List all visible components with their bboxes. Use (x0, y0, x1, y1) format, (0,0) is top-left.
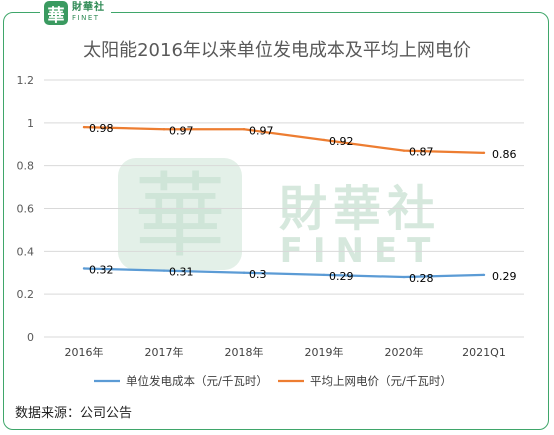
series-1-point (162, 269, 166, 272)
grid-lines (44, 79, 524, 338)
legend-label-1: 单位发电成本（元/千瓦时） (126, 374, 268, 388)
data-label: 0.97 (249, 124, 274, 137)
logo-cn: 財華社 (72, 2, 105, 13)
series-2-point (242, 128, 246, 131)
series-2-point (482, 151, 486, 155)
series-line-2 (83, 125, 485, 154)
y-tick-label: 1.2 (17, 74, 35, 87)
data-label: 0.31 (169, 266, 194, 279)
x-tick-label: 2019年 (305, 345, 344, 359)
series-2-point (162, 128, 166, 131)
logo-en: FINET (72, 14, 100, 22)
logo-mark: 華 (44, 1, 68, 26)
series-1-point (322, 273, 326, 277)
series-1-point (242, 271, 246, 274)
y-tick-label: 0.2 (17, 288, 35, 301)
logo-text: 財華社 FINET (72, 3, 105, 23)
series-2-point (402, 149, 406, 152)
data-label: 0.97 (169, 124, 194, 137)
legend: 单位发电成本（元/千瓦时） 平均上网电价（元/千瓦时） (94, 374, 452, 388)
data-label: 0.92 (329, 135, 354, 148)
x-tick-label: 2020年 (385, 345, 424, 359)
series-1-point (402, 275, 406, 279)
x-tick-label: 2021Q1 (462, 346, 506, 359)
series-lines (82, 125, 486, 279)
x-tick-labels: 2016年 2017年 2018年 2019年 2020年 2021Q1 (65, 345, 506, 359)
y-tick-label: 1 (27, 117, 34, 130)
y-tick-label: 0.6 (17, 203, 35, 216)
chart-title: 太阳能2016年以来单位发电成本及平均上网电价 (83, 40, 471, 61)
watermark-badge (118, 158, 242, 270)
x-tick-label: 2016年 (65, 345, 104, 359)
watermark-mark: 華 (134, 163, 226, 270)
x-tick-label: 2017年 (145, 345, 184, 359)
finet-logo: 華 財華社 FINET (40, 0, 111, 26)
data-label: 0.3 (249, 268, 267, 281)
data-label: 0.32 (89, 263, 114, 276)
y-tick-label: 0.8 (17, 160, 35, 173)
data-source: 数据来源：公司公告 (15, 406, 133, 421)
data-label: 0.98 (89, 122, 114, 135)
data-label: 0.29 (329, 270, 354, 283)
y-tick-labels: 0 0.2 0.4 0.6 0.8 1 1.2 (17, 74, 35, 344)
series-line-1 (83, 267, 485, 279)
watermark: 華 財華社 FINET (118, 158, 435, 271)
x-tick-label: 2018年 (225, 345, 264, 359)
data-labels: 0.32 0.31 0.3 0.29 0.28 0.29 0.98 0.97 0.97 0.92 0… (89, 122, 517, 285)
data-label: 0.29 (492, 270, 517, 283)
y-tick-label: 0 (27, 331, 34, 344)
series-2-point (322, 138, 326, 142)
data-label: 0.28 (409, 272, 434, 285)
y-tick-label: 0.4 (17, 245, 35, 258)
series-2-point (82, 125, 86, 129)
chart-frame (3, 12, 549, 430)
series-1-point (82, 267, 86, 270)
data-label: 0.87 (409, 146, 434, 159)
series-1-point (482, 273, 486, 277)
data-label: 0.86 (492, 148, 517, 161)
legend-label-2: 平均上网电价（元/千瓦时） (310, 374, 452, 388)
